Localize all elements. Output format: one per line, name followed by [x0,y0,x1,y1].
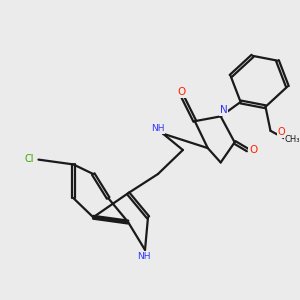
Text: NH: NH [137,252,150,261]
Text: NH: NH [151,124,164,133]
Text: O: O [278,127,285,137]
Text: O: O [177,87,185,97]
Text: Cl: Cl [25,154,34,164]
Text: O: O [249,145,257,155]
Text: N: N [220,105,227,115]
Text: CH₃: CH₃ [284,135,300,144]
